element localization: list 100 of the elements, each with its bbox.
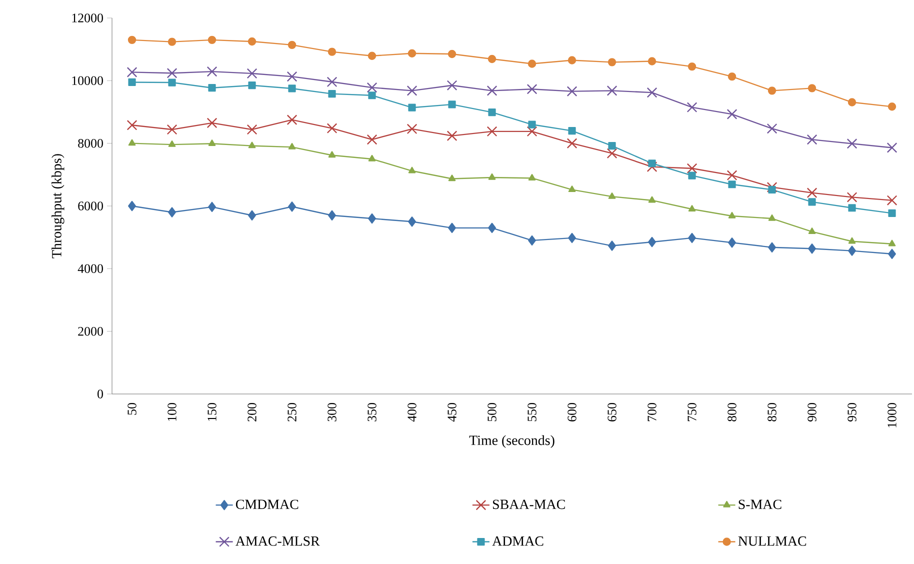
point	[566, 138, 578, 149]
point	[168, 78, 176, 86]
point	[646, 87, 658, 98]
y-tick-label: 12000	[72, 14, 103, 22]
point	[288, 142, 296, 150]
x-tick-label: 850	[768, 402, 776, 422]
point	[128, 200, 136, 212]
point	[528, 120, 536, 128]
point	[166, 68, 178, 78]
point	[128, 139, 136, 146]
y-tick-label: 10000	[72, 76, 103, 86]
y-tick-label: 2000	[78, 326, 103, 336]
point	[648, 236, 656, 248]
point	[568, 126, 576, 135]
point	[248, 82, 256, 90]
point	[768, 214, 776, 221]
point	[368, 92, 376, 100]
point	[208, 140, 216, 146]
point	[606, 85, 618, 96]
point	[888, 240, 896, 246]
x-tick-label: 50	[128, 403, 136, 415]
point	[648, 160, 656, 168]
point	[648, 196, 656, 203]
y-tick-label: 0	[98, 390, 103, 398]
point	[328, 210, 336, 220]
point	[168, 207, 176, 218]
x-tick-label: 900	[808, 402, 816, 422]
point	[766, 123, 778, 134]
point	[328, 90, 336, 98]
x-tick-label: 950	[848, 402, 856, 422]
x-tick-label: 500	[488, 402, 496, 422]
point	[406, 85, 418, 96]
point	[688, 232, 696, 244]
point	[688, 62, 696, 71]
point	[848, 204, 856, 212]
point	[206, 66, 218, 77]
y-tick-label: 4000	[78, 264, 103, 274]
point	[208, 36, 216, 44]
point	[166, 124, 178, 135]
point	[768, 86, 776, 95]
point	[288, 84, 296, 92]
point	[208, 84, 216, 92]
point	[448, 100, 456, 108]
point	[806, 134, 818, 145]
x-tick-label: 800	[728, 402, 736, 422]
point	[728, 212, 736, 218]
point	[526, 126, 538, 137]
point	[528, 235, 536, 246]
point	[808, 228, 816, 234]
point	[726, 170, 738, 180]
point	[448, 222, 456, 234]
point	[608, 58, 616, 66]
point	[888, 102, 896, 111]
point	[488, 222, 496, 234]
x-tick-label: 300	[328, 402, 336, 422]
point	[768, 186, 776, 194]
point	[448, 50, 456, 58]
x-tick-label: 450	[448, 402, 456, 422]
point	[448, 174, 456, 182]
point	[446, 80, 458, 91]
point	[726, 108, 738, 120]
point	[606, 148, 618, 159]
point	[568, 186, 576, 192]
point	[446, 130, 458, 141]
point	[526, 84, 538, 94]
point	[766, 182, 778, 192]
legend-label: NULLMAC	[738, 536, 806, 546]
point	[368, 154, 376, 162]
point	[806, 188, 818, 198]
point	[886, 142, 898, 153]
point	[368, 52, 376, 60]
point	[408, 104, 416, 112]
point	[528, 174, 536, 180]
point	[328, 151, 336, 158]
point	[808, 244, 816, 254]
point	[846, 192, 858, 202]
point	[128, 36, 136, 44]
point	[326, 76, 338, 88]
point	[246, 68, 258, 79]
x-tick-label: 750	[688, 402, 696, 422]
y-tick-label: 8000	[78, 138, 103, 148]
point	[568, 56, 576, 64]
x-tick-label: 650	[608, 402, 616, 422]
point	[888, 248, 896, 260]
point	[528, 60, 536, 68]
point	[408, 166, 416, 174]
point	[168, 140, 176, 147]
x-tick-label: 550	[528, 402, 536, 422]
point	[408, 216, 416, 227]
point	[208, 202, 216, 212]
point	[608, 192, 616, 199]
legend-label: S-MAC	[738, 500, 782, 510]
point	[488, 173, 496, 180]
point	[486, 126, 498, 137]
point	[886, 195, 898, 206]
point	[288, 202, 296, 212]
x-tick-label: 600	[568, 402, 576, 422]
point	[488, 54, 496, 64]
y-axis-title: Throughput (kbps)	[52, 154, 64, 258]
point	[808, 84, 816, 92]
